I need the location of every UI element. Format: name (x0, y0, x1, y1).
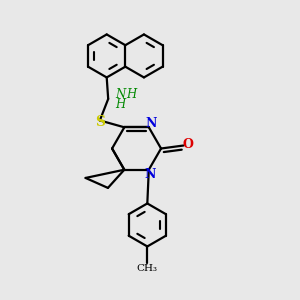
Text: H: H (126, 88, 136, 101)
Text: N: N (145, 168, 156, 181)
Text: N: N (146, 117, 157, 130)
Text: N: N (116, 88, 126, 101)
Text: CH₃: CH₃ (137, 264, 158, 273)
Text: H: H (116, 98, 126, 111)
Text: S: S (95, 115, 105, 129)
Text: O: O (182, 138, 194, 151)
